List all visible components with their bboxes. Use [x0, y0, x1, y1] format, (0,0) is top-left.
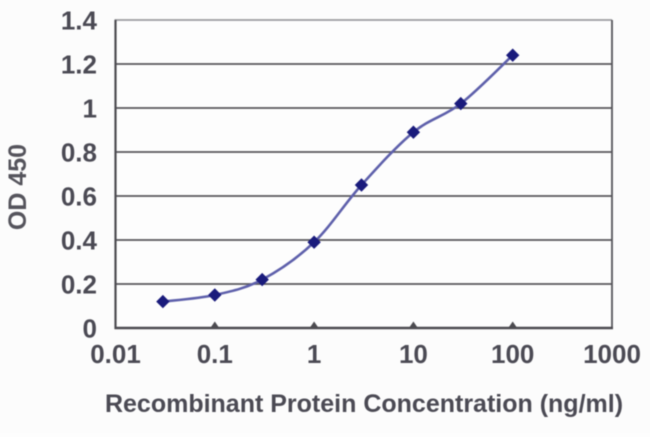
x-tick-label: 0.01: [90, 339, 141, 369]
x-tick-label: 10: [399, 339, 428, 369]
y-tick-label: 0.4: [61, 226, 98, 256]
x-axis-title: Recombinant Protein Concentration (ng/ml…: [105, 390, 623, 418]
x-tick-label: 0.1: [197, 339, 233, 369]
data-point-marker: [506, 48, 520, 62]
x-tick-mark: [408, 321, 418, 328]
data-point-marker: [454, 96, 468, 111]
data-point-marker: [156, 294, 170, 309]
data-point-marker: [354, 178, 369, 192]
plot-area: 0.01 0.1 1 10 100 1000 0 0.2 0.4 0.6 0.8 1 1.2 1.4: [61, 6, 641, 370]
data-point-marker: [255, 272, 269, 287]
x-tick-mark: [508, 321, 518, 328]
y-axis-title: OD 450: [4, 144, 32, 230]
data-point-marker: [406, 125, 421, 139]
x-tick-mark: [210, 321, 220, 328]
x-tick-label: 100: [491, 339, 534, 369]
y-tick-label: 1.2: [61, 50, 97, 80]
y-tick-label: 0.2: [61, 270, 97, 300]
data-point-marker: [208, 288, 222, 302]
y-tick-label: 1: [83, 94, 97, 124]
data-point-marker: [307, 235, 321, 249]
x-tick-label: 1000: [583, 339, 641, 369]
y-tick-label: 0: [83, 314, 97, 344]
plot-background: [115, 20, 612, 328]
y-tick-label: 0.8: [61, 138, 97, 168]
y-tick-label: 1.4: [61, 6, 98, 36]
x-tick-mark: [309, 321, 319, 328]
x-tick-label: 1: [307, 339, 321, 369]
y-tick-label: 0.6: [61, 182, 97, 212]
